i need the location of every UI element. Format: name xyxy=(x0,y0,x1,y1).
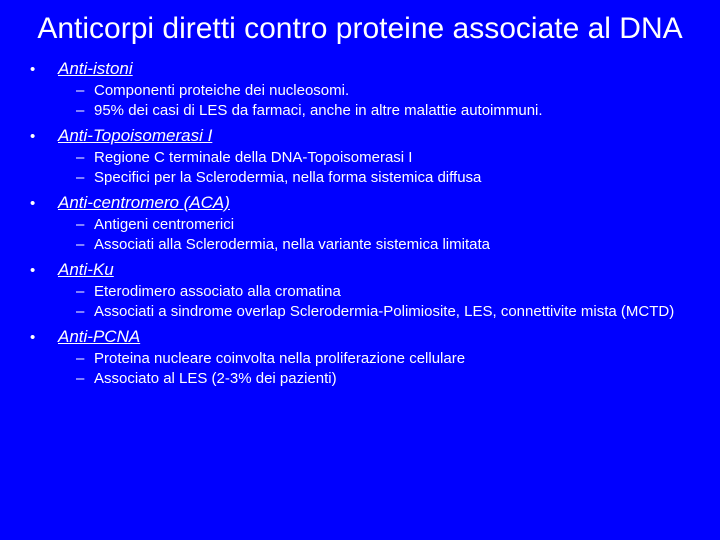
bullet-row: •Anti-Ku xyxy=(30,260,690,280)
sub-item: –Associati alla Sclerodermia, nella vari… xyxy=(76,235,690,255)
item-label: Anti-PCNA xyxy=(58,327,140,347)
dash-icon: – xyxy=(76,101,94,121)
dash-icon: – xyxy=(76,168,94,188)
sub-text: Antigeni centromerici xyxy=(94,215,690,235)
item-label: Anti-Ku xyxy=(58,260,114,280)
sub-text: Regione C terminale della DNA-Topoisomer… xyxy=(94,148,690,168)
dash-icon: – xyxy=(76,302,94,322)
list-item: •Anti-istoni–Componenti proteiche dei nu… xyxy=(30,59,690,120)
list-item: •Anti-centromero (ACA)–Antigeni centrome… xyxy=(30,193,690,254)
bullet-dot: • xyxy=(30,262,58,279)
sub-text: Eterodimero associato alla cromatina xyxy=(94,282,690,302)
sub-text: Specifici per la Sclerodermia, nella for… xyxy=(94,168,690,188)
slide-title: Anticorpi diretti contro proteine associ… xyxy=(30,12,690,45)
dash-icon: – xyxy=(76,282,94,302)
bullet-row: •Anti-PCNA xyxy=(30,327,690,347)
dash-icon: – xyxy=(76,148,94,168)
item-label: Anti-centromero (ACA) xyxy=(58,193,230,213)
dash-icon: – xyxy=(76,81,94,101)
bullet-dot: • xyxy=(30,329,58,346)
item-label: Anti-Topoisomerasi I xyxy=(58,126,212,146)
item-label: Anti-istoni xyxy=(58,59,133,79)
sub-list: –Regione C terminale della DNA-Topoisome… xyxy=(76,148,690,187)
sub-item: –Eterodimero associato alla cromatina xyxy=(76,282,690,302)
dash-icon: – xyxy=(76,349,94,369)
sub-list: –Antigeni centromerici–Associati alla Sc… xyxy=(76,215,690,254)
sub-item: –Antigeni centromerici xyxy=(76,215,690,235)
main-list: •Anti-istoni–Componenti proteiche dei nu… xyxy=(30,59,690,388)
bullet-row: •Anti-centromero (ACA) xyxy=(30,193,690,213)
bullet-dot: • xyxy=(30,128,58,145)
bullet-dot: • xyxy=(30,61,58,78)
sub-list: –Eterodimero associato alla cromatina–As… xyxy=(76,282,690,321)
sub-list: –Proteina nucleare coinvolta nella proli… xyxy=(76,349,690,388)
sub-text: Componenti proteiche dei nucleosomi. xyxy=(94,81,690,101)
dash-icon: – xyxy=(76,235,94,255)
sub-text: Associati alla Sclerodermia, nella varia… xyxy=(94,235,690,255)
list-item: •Anti-PCNA–Proteina nucleare coinvolta n… xyxy=(30,327,690,388)
sub-item: –Associato al LES (2-3% dei pazienti) xyxy=(76,369,690,389)
list-item: •Anti-Topoisomerasi I–Regione C terminal… xyxy=(30,126,690,187)
sub-item: –Regione C terminale della DNA-Topoisome… xyxy=(76,148,690,168)
bullet-row: •Anti-istoni xyxy=(30,59,690,79)
sub-text: Associato al LES (2-3% dei pazienti) xyxy=(94,369,690,389)
dash-icon: – xyxy=(76,215,94,235)
sub-list: –Componenti proteiche dei nucleosomi.–95… xyxy=(76,81,690,120)
sub-item: –Proteina nucleare coinvolta nella proli… xyxy=(76,349,690,369)
sub-text: 95% dei casi di LES da farmaci, anche in… xyxy=(94,101,690,121)
sub-text: Proteina nucleare coinvolta nella prolif… xyxy=(94,349,690,369)
sub-item: –Associati a sindrome overlap Scleroderm… xyxy=(76,302,690,322)
dash-icon: – xyxy=(76,369,94,389)
sub-item: –Componenti proteiche dei nucleosomi. xyxy=(76,81,690,101)
list-item: •Anti-Ku–Eterodimero associato alla crom… xyxy=(30,260,690,321)
bullet-row: •Anti-Topoisomerasi I xyxy=(30,126,690,146)
sub-text: Associati a sindrome overlap Sclerodermi… xyxy=(94,302,690,322)
sub-item: –95% dei casi di LES da farmaci, anche i… xyxy=(76,101,690,121)
sub-item: –Specifici per la Sclerodermia, nella fo… xyxy=(76,168,690,188)
bullet-dot: • xyxy=(30,195,58,212)
